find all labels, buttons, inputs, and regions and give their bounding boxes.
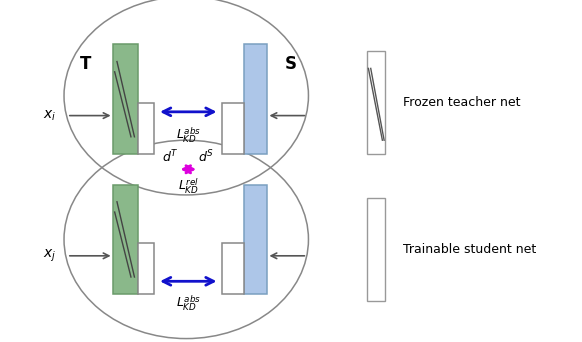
Text: S: S <box>285 55 297 73</box>
Bar <box>222 243 244 294</box>
Bar <box>138 243 154 294</box>
Bar <box>222 103 244 154</box>
Bar <box>138 103 154 154</box>
Bar <box>113 185 138 294</box>
Text: $d^T$: $d^T$ <box>162 149 179 166</box>
Bar <box>113 44 138 154</box>
Bar <box>367 198 385 301</box>
Bar <box>367 51 385 154</box>
Text: $x_j$: $x_j$ <box>43 248 56 264</box>
Text: $L^{abs}_{KD}$: $L^{abs}_{KD}$ <box>176 126 201 145</box>
Bar <box>244 44 267 154</box>
Bar <box>244 185 267 294</box>
Text: $L^{rel}_{KD}$: $L^{rel}_{KD}$ <box>178 177 199 196</box>
Text: T: T <box>80 55 91 73</box>
Text: $d^S$: $d^S$ <box>198 149 214 166</box>
Text: $x_i$: $x_i$ <box>43 108 56 123</box>
Text: $L^{abs}_{KD}$: $L^{abs}_{KD}$ <box>176 294 201 313</box>
Text: Frozen teacher net: Frozen teacher net <box>403 96 520 109</box>
Text: Trainable student net: Trainable student net <box>403 243 536 256</box>
